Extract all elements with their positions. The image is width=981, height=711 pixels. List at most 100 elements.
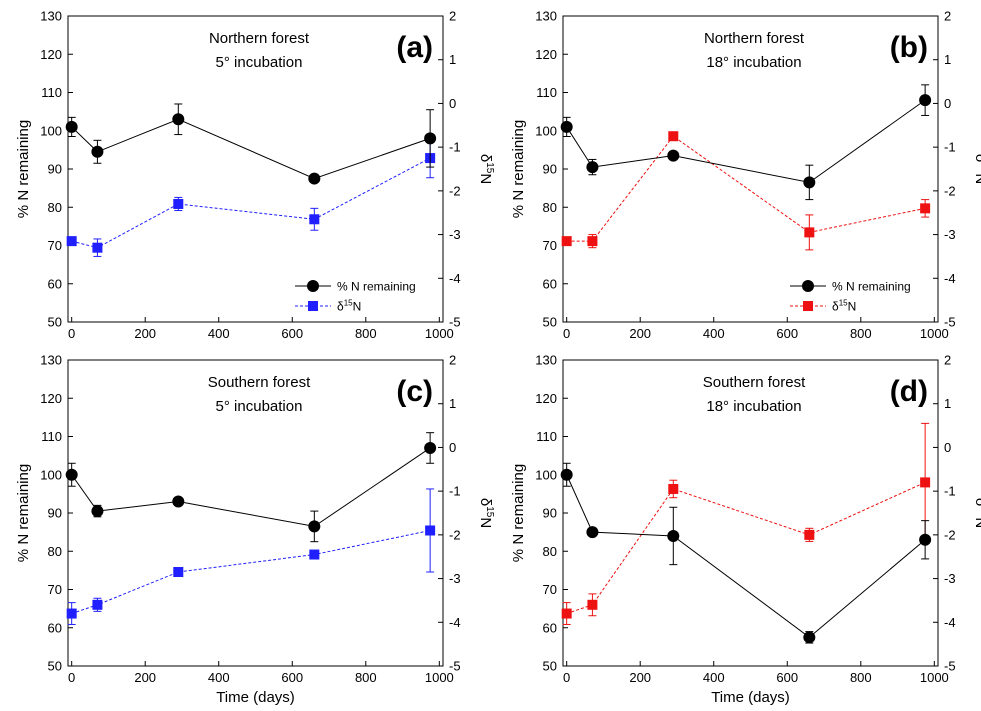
y2-tick-label: -4 [449, 271, 461, 286]
x-tick-label: 200 [134, 326, 156, 341]
y2-tick-label: -2 [449, 527, 461, 542]
y-axis-label: % N remaining [510, 120, 527, 218]
legend-label: % N remaining [832, 280, 911, 294]
y2-tick-label: 1 [944, 52, 951, 67]
y-tick-label: 50 [48, 315, 62, 330]
x-tick-label: 1000 [920, 670, 949, 685]
y2-tick-label: -5 [944, 659, 956, 674]
y-tick-label: 130 [40, 9, 62, 24]
y-tick-label: 60 [543, 276, 557, 291]
y-tick-label: 120 [40, 47, 62, 62]
y-tick-label: 50 [48, 659, 62, 674]
panel-letter: (c) [396, 375, 433, 408]
y2-tick-label: 2 [944, 9, 951, 24]
data-point [561, 608, 572, 619]
y-tick-label: 100 [40, 467, 62, 482]
x-tick-label: 0 [563, 326, 570, 341]
x-tick-label: 800 [850, 670, 872, 685]
x-tick-label: 400 [703, 326, 725, 341]
x-tick-label: 200 [629, 670, 651, 685]
panel-annotation-line1: Northern forest [704, 30, 805, 47]
y-tick-label: 80 [48, 200, 62, 215]
legend: % N remaining δ15N [790, 280, 911, 314]
y2-tick-label: -3 [449, 571, 461, 586]
y-tick-label: 60 [48, 620, 62, 635]
panel-annotation-line2: 5° incubation [216, 398, 303, 415]
y2-tick-label: -5 [449, 315, 461, 330]
series-line [71, 157, 431, 249]
data-point [560, 120, 573, 133]
x-tick-label: 0 [563, 670, 570, 685]
y2-tick-label: 2 [449, 9, 456, 24]
y-tick-label: 80 [48, 544, 62, 559]
legend-label: δ15N [832, 299, 856, 314]
data-point [308, 172, 321, 185]
y2-tick-label: -4 [944, 615, 956, 630]
y-tick-label: 80 [543, 200, 557, 215]
panel-annotation-line2: 18° incubation [706, 54, 801, 71]
y-tick-label: 70 [48, 238, 62, 253]
y-tick-label: 110 [536, 429, 557, 444]
x-tick-label: 600 [281, 670, 303, 685]
data-point [803, 176, 816, 189]
data-point [172, 113, 185, 126]
y-tick-label: 90 [543, 506, 557, 521]
y-tick-label: 90 [48, 506, 62, 521]
y2-tick-label: 0 [944, 440, 951, 455]
y2-tick-label: -5 [449, 659, 461, 674]
x-tick-label: 200 [134, 670, 156, 685]
data-point [66, 236, 77, 247]
legend-marker [803, 301, 813, 311]
y-tick-label: 100 [535, 467, 557, 482]
series-line [566, 481, 926, 615]
y-tick-label: 100 [535, 123, 557, 138]
x-axis-label: Time (days) [711, 689, 790, 706]
panel-annotation-line2: 18° incubation [706, 398, 801, 415]
data-point [308, 520, 321, 533]
chart-panel-d: 0 200 400 600 800 10005060708090100110120130-… [510, 353, 981, 707]
series-line [71, 529, 431, 615]
chart-panel-a: 0 200 400 600 800 10005060708090100110120130-… [15, 9, 495, 342]
data-point [424, 132, 437, 145]
data-point [919, 94, 932, 107]
data-point [667, 149, 680, 162]
x-tick-label: 400 [703, 670, 725, 685]
series-line [71, 118, 431, 180]
y2-tick-label: -3 [449, 227, 461, 242]
panel-letter: (d) [890, 375, 928, 408]
x-tick-label: 600 [776, 670, 798, 685]
data-point [919, 533, 932, 546]
panel-annotation-line1: Southern forest [208, 374, 311, 391]
x-tick-label: 1000 [425, 670, 454, 685]
legend-marker [307, 280, 319, 292]
data-point [92, 599, 103, 610]
data-point [309, 549, 320, 560]
y2-tick-label: -1 [944, 140, 956, 155]
y2-tick-label: -3 [944, 227, 956, 242]
y2-tick-label: -5 [944, 315, 956, 330]
y2-tick-label: 2 [449, 353, 456, 368]
y-tick-label: 80 [543, 544, 557, 559]
y2-tick-label: -4 [449, 615, 461, 630]
y2-tick-label: 1 [944, 396, 951, 411]
chart-panel-c: 0 200 400 600 800 10005060708090100110120130-… [15, 353, 495, 707]
data-point [173, 198, 184, 209]
x-tick-label: 600 [281, 326, 303, 341]
data-point [309, 214, 320, 225]
y-tick-label: 130 [40, 353, 62, 368]
data-point [172, 495, 185, 508]
data-point [424, 441, 437, 454]
data-point [66, 608, 77, 619]
panel-letter: (b) [890, 31, 928, 64]
data-point [65, 468, 78, 481]
y-tick-label: 110 [41, 429, 62, 444]
legend: % N remaining δ15N [295, 280, 416, 314]
y2-tick-label: -3 [944, 571, 956, 586]
y-tick-label: 60 [48, 276, 62, 291]
data-point [587, 599, 598, 610]
panel-letter: (a) [396, 31, 433, 64]
chart-panel-b: 0 200 400 600 800 10005060708090100110120130-… [510, 9, 981, 342]
y-tick-label: 120 [40, 391, 62, 406]
series-line [71, 447, 431, 527]
panel-annotation-line1: Southern forest [703, 374, 806, 391]
